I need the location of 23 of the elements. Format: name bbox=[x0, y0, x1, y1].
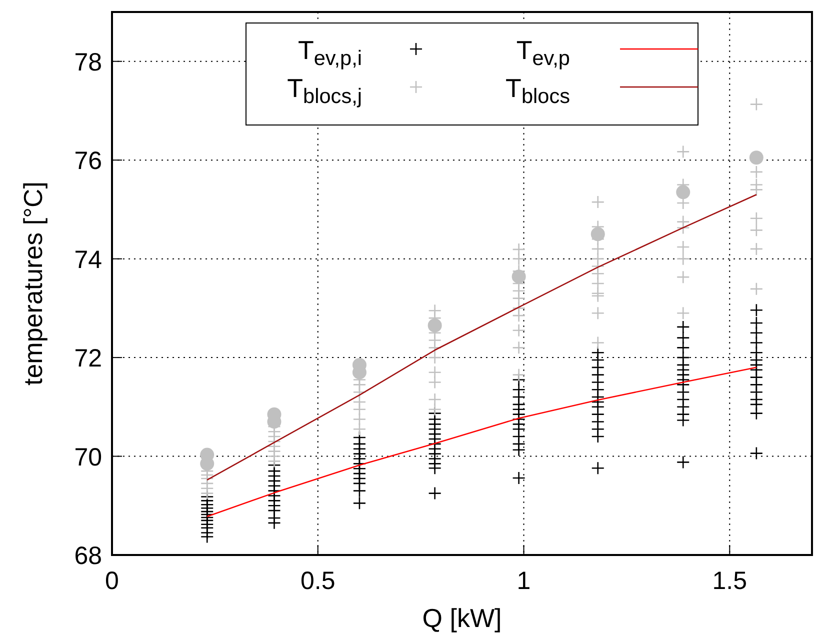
x-tick-label: 0.5 bbox=[300, 567, 336, 595]
x-tick-label: 0 bbox=[105, 567, 119, 595]
legend-label: T$_{ev,p,i}$ bbox=[298, 35, 362, 70]
x-axis-title: Q [kW] bbox=[422, 603, 502, 633]
point bbox=[590, 227, 605, 242]
legend-label: T$_{blocs}$ bbox=[506, 73, 570, 108]
y-tick-label: 78 bbox=[74, 48, 102, 76]
point bbox=[512, 270, 526, 284]
y-tick-label: 68 bbox=[74, 542, 102, 570]
point bbox=[749, 150, 764, 165]
y-tick-label: 74 bbox=[74, 246, 102, 274]
x-tick-label: 1.5 bbox=[712, 567, 748, 595]
x-tick-label: 1 bbox=[516, 567, 531, 595]
y-tick-label: 72 bbox=[74, 344, 102, 373]
legend-label: T$_{blocs,j}$ bbox=[287, 73, 362, 108]
y-axis-title: temperatures [°C] bbox=[18, 181, 48, 386]
point bbox=[428, 318, 442, 332]
point bbox=[676, 185, 690, 200]
line-series bbox=[206, 194, 758, 481]
legend-label: T$_{ev,p}$ bbox=[516, 35, 570, 70]
y-tick-label: 76 bbox=[74, 147, 102, 176]
line-series bbox=[206, 366, 758, 518]
y-tick-label: 70 bbox=[74, 443, 102, 472]
